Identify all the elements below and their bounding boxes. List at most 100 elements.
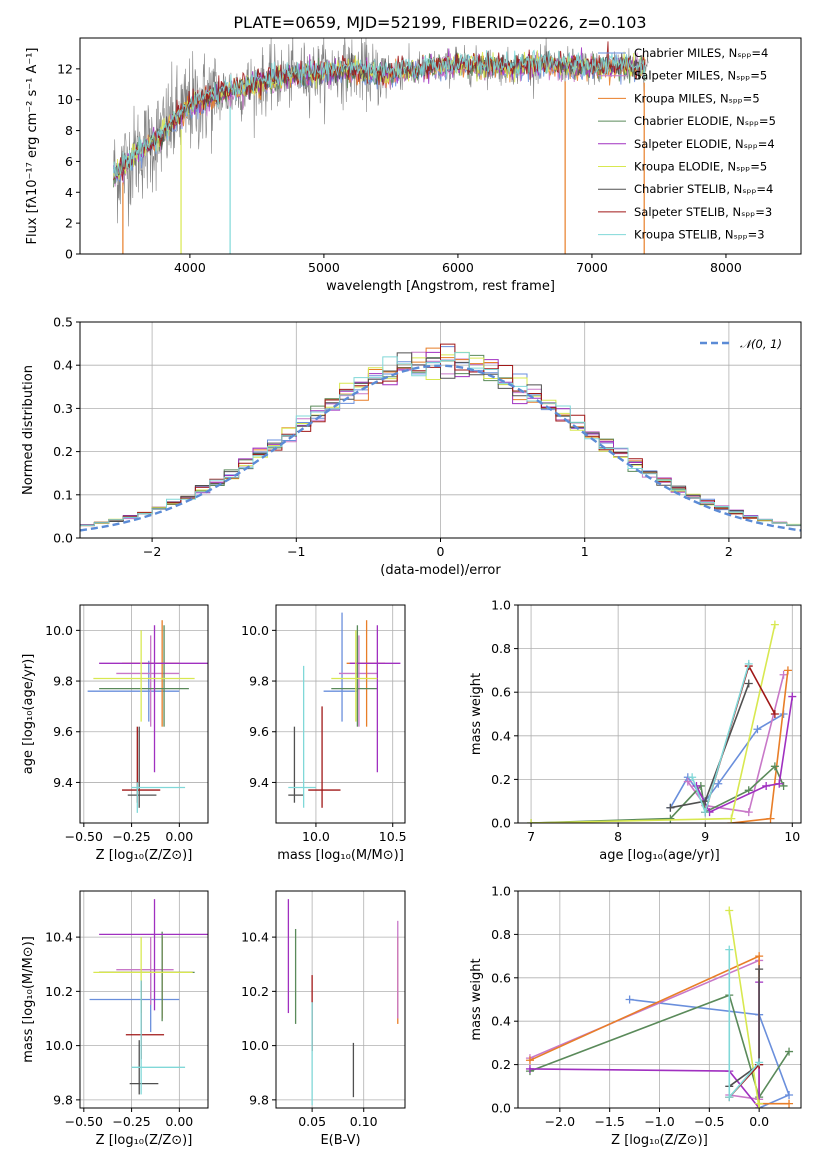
panel-mass-vs-Z: −0.50 −0.25 0.00 9.8 10.0 10.2 10.4 Z [log₁₀(Z/… xyxy=(21,890,209,1148)
y-axis-label: mass weight xyxy=(469,673,484,755)
y-tick-label: 2 xyxy=(65,216,73,231)
legend-label: Chabrier ELODIE, Nₛₚₚ=5 xyxy=(634,114,776,128)
x-axis-label: Z [log₁₀(Z/Z⊙)] xyxy=(611,1133,708,1148)
x-tick-label: 9 xyxy=(701,829,709,844)
y-tick-label: 9.8 xyxy=(249,1092,269,1107)
panel-age-vs-mass: 10.0 10.5 9.4 9.6 9.8 10.0 mass [log₁₀(M/M⊙)] xyxy=(241,604,407,863)
weight-point xyxy=(766,814,775,823)
weight-point xyxy=(666,814,675,823)
x-tick-label: 7000 xyxy=(576,260,608,275)
panel-weight-vs-age: 7 8 9 10 0.0 0.2 0.4 0.6 0.8 1.0 age [log₁₀(age/yr… xyxy=(469,598,802,863)
x-tick-label: 8000 xyxy=(710,260,742,275)
y-axis-label: mass [log₁₀(M/M⊙)] xyxy=(21,936,36,1063)
weight-point xyxy=(725,1093,734,1102)
plot-area xyxy=(527,620,797,823)
weight-point xyxy=(779,670,788,679)
panel-weight-vs-Z: −2.0 −1.5 −1.0 −0.5 0.0 0.0 0.2 0.4 0.6 0.8 1.0 Z [… xyxy=(469,884,802,1148)
weight-point xyxy=(783,666,792,675)
x-tick-label: −0.25 xyxy=(112,1114,150,1129)
plot-area xyxy=(525,906,794,1108)
weight-point xyxy=(727,814,736,823)
y-tick-label: 9.4 xyxy=(249,775,269,790)
y-tick-label: 10.4 xyxy=(241,930,269,945)
y-tick-label: 0 xyxy=(65,247,73,262)
y-tick-label: 0.4 xyxy=(53,358,73,373)
panel-residuals: −2 −1 0 1 2 0.0 0.1 0.2 0.3 0.4 0.5 (data-model)/er… xyxy=(21,315,802,578)
y-tick-label: 9.4 xyxy=(53,775,73,790)
y-tick-label: 0.2 xyxy=(491,1057,511,1072)
weight-point xyxy=(770,620,779,629)
weight-point xyxy=(755,965,764,974)
x-tick-label: −0.50 xyxy=(65,829,103,844)
weight-line xyxy=(687,674,785,813)
y-axis-label: mass weight xyxy=(469,958,484,1040)
y-axis-label: Normed distribution xyxy=(21,365,36,495)
legend-label: Kroupa STELIB, Nₛₚₚ=3 xyxy=(634,228,765,242)
weight-point xyxy=(770,710,779,718)
weight-line xyxy=(529,994,790,1100)
x-tick-label: −2.0 xyxy=(545,1114,575,1129)
y-tick-label: 0.0 xyxy=(491,816,511,831)
x-tick-label: 8 xyxy=(614,829,622,844)
plots-group: 4000 5000 6000 7000 8000024681012wavelength … xyxy=(21,37,802,1148)
residual-histogram xyxy=(80,352,801,526)
x-tick-label: 0.0 xyxy=(749,1114,769,1129)
weight-point xyxy=(744,659,753,668)
y-tick-label: 0.6 xyxy=(491,685,511,700)
weight-point xyxy=(744,786,753,795)
plot-area xyxy=(113,38,649,254)
weight-point xyxy=(525,1056,534,1065)
y-tick-label: 0.4 xyxy=(491,1014,511,1029)
x-axis-label: mass [log₁₀(M/M⊙)] xyxy=(277,848,404,863)
weight-point xyxy=(744,679,753,688)
y-tick-label: 0.6 xyxy=(491,970,511,985)
weight-point xyxy=(755,1099,764,1108)
y-axis-label: age [log₁₀(age/yr)] xyxy=(21,654,36,775)
y-tick-label: 10.0 xyxy=(241,1038,269,1053)
x-tick-label: 10 xyxy=(784,829,800,844)
weight-point xyxy=(744,808,753,817)
weight-point xyxy=(755,1058,764,1067)
y-tick-label: 0.4 xyxy=(491,728,511,743)
axes-frame xyxy=(79,890,209,1109)
x-tick-label: 0 xyxy=(437,544,445,559)
legend-label: Salpeter ELODIE, Nₛₚₚ=4 xyxy=(634,137,775,151)
plot-area xyxy=(80,343,801,532)
y-tick-label: 1.0 xyxy=(491,884,511,899)
axes-frame xyxy=(79,321,802,539)
axes-frame xyxy=(79,37,802,255)
x-tick-label: −0.25 xyxy=(112,829,150,844)
legend-label: 𝒩(0, 1) xyxy=(740,337,782,351)
y-tick-label: 0.5 xyxy=(53,315,73,330)
y-tick-label: 10 xyxy=(57,92,73,107)
weight-point xyxy=(725,906,734,915)
legend-label: Salpeter STELIB, Nₛₚₚ=3 xyxy=(634,205,772,219)
weight-point xyxy=(788,692,797,701)
weight-line xyxy=(669,713,785,809)
axes-frame xyxy=(79,604,209,824)
weight-point xyxy=(775,779,784,788)
legend-label: Salpeter MILES, Nₛₚₚ=5 xyxy=(634,69,767,83)
x-tick-label: 6000 xyxy=(442,260,474,275)
y-tick-label: 0.3 xyxy=(53,401,73,416)
panel-mass-vs-EBV: 0.05 0.10 9.8 10.0 10.2 10.4 E(B-V) xyxy=(241,890,406,1148)
x-tick-label: 0.05 xyxy=(298,1114,326,1129)
plot-area xyxy=(87,620,208,813)
y-tick-label: 0.8 xyxy=(491,927,511,942)
y-tick-label: 10.4 xyxy=(45,930,73,945)
normal-curve xyxy=(80,364,801,532)
weight-point xyxy=(701,808,710,817)
weight-point xyxy=(755,952,764,961)
x-tick-label: −0.50 xyxy=(65,1114,103,1129)
x-tick-label: 0.00 xyxy=(165,829,193,844)
weight-point xyxy=(525,1064,534,1073)
y-tick-label: 0.0 xyxy=(53,531,73,546)
x-tick-label: −1 xyxy=(287,544,305,559)
plot-area xyxy=(89,899,208,1095)
weight-point xyxy=(683,777,692,786)
y-tick-label: 0.2 xyxy=(491,772,511,787)
weight-point xyxy=(666,803,675,812)
axes-frame xyxy=(275,890,406,1109)
x-tick-label: 4000 xyxy=(174,260,206,275)
figure-title: PLATE=0659, MJD=52199, FIBERID=0226, z=0… xyxy=(233,13,646,32)
